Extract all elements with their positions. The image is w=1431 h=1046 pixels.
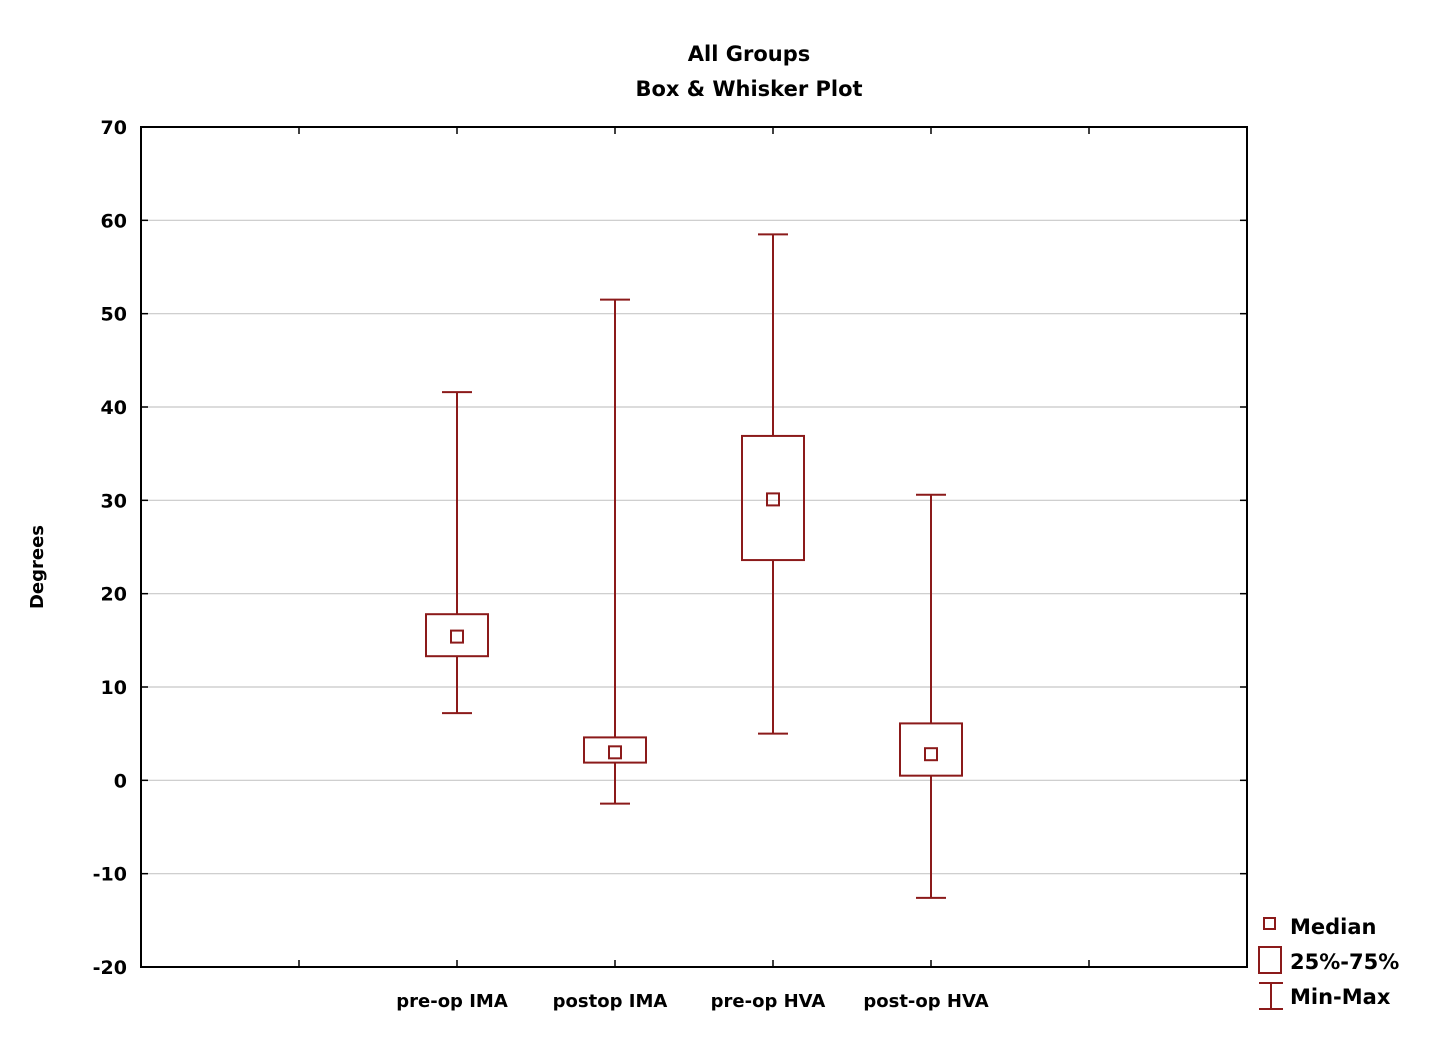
- y-tick-label-8: 60: [101, 210, 127, 232]
- box-group-1: [583, 298, 647, 805]
- iqr-box-3: [899, 722, 963, 777]
- median-marker-2: [766, 492, 780, 507]
- box-group-3: [899, 493, 963, 899]
- median-marker-1: [608, 745, 622, 760]
- legend-whisker-label: Min-Max: [1290, 985, 1391, 1009]
- chart-title: All Groups: [688, 42, 810, 66]
- x-category-label-0: pre-op IMA: [396, 991, 508, 1012]
- y-tick-label-7: 50: [101, 304, 127, 326]
- box-group-2: [741, 233, 805, 735]
- plot-frame: [140, 126, 1248, 968]
- legend-median-icon: [1263, 917, 1276, 930]
- median-marker-3: [924, 747, 938, 762]
- y-tick-label-3: 10: [101, 677, 127, 699]
- iqr-box-0: [425, 613, 489, 658]
- y-tick-label-5: 30: [101, 490, 127, 512]
- y-tick-label-0: -20: [93, 957, 127, 979]
- axes: [140, 126, 1248, 968]
- grid-lines: [141, 219, 1247, 875]
- y-tick-label-6: 40: [101, 397, 127, 419]
- legend-box-label: 25%-75%: [1290, 950, 1399, 974]
- y-axis-label: Degrees: [27, 525, 48, 609]
- iqr-box-1: [583, 736, 647, 764]
- box-group-0: [425, 391, 489, 715]
- y-axis-ticks: -20 -10 0 10 20 30 40 50 60 70: [93, 117, 1247, 979]
- legend: Median 25%-75% Min-Max: [1258, 915, 1399, 1010]
- y-tick-label-2: 0: [114, 770, 127, 792]
- chart-subtitle: Box & Whisker Plot: [635, 77, 862, 101]
- legend-box-icon: [1258, 946, 1282, 974]
- legend-whisker-icon: [1259, 982, 1283, 1010]
- box-series: [425, 233, 963, 899]
- y-tick-label-4: 20: [101, 584, 127, 606]
- y-tick-label-1: -10: [93, 864, 127, 886]
- y-tick-label-9: 70: [101, 117, 127, 139]
- x-axis-ticks: pre-op IMA postop IMA pre-op HVA post-op HV…: [298, 127, 1090, 1012]
- x-category-label-1: postop IMA: [553, 991, 668, 1012]
- legend-median-label: Median: [1290, 915, 1377, 939]
- median-marker-0: [450, 629, 464, 644]
- x-category-label-3: post-op HVA: [863, 991, 988, 1012]
- iqr-box-2: [741, 434, 805, 562]
- x-category-label-2: pre-op HVA: [711, 991, 826, 1012]
